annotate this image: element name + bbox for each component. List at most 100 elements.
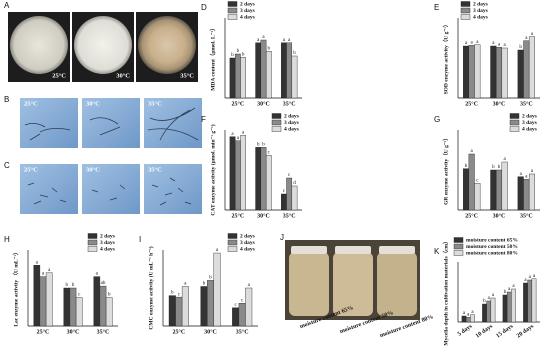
x-tick-label: 25°C: [465, 100, 478, 107]
significance-letter: a: [48, 268, 51, 273]
legend-label: 4 days: [100, 246, 115, 252]
bar: [175, 296, 183, 327]
significance-letter: a: [525, 36, 528, 41]
bar: [468, 45, 475, 99]
significance-letter: a: [492, 293, 495, 298]
bar: [502, 294, 508, 323]
bar: [461, 315, 467, 323]
bar: [240, 135, 246, 211]
significance-letter: a: [96, 272, 99, 277]
x-tick-label: 30°C: [493, 100, 506, 107]
legend-swatch: [87, 239, 98, 246]
legend-label: 2 days: [240, 1, 255, 7]
significance-letter: c: [288, 173, 291, 178]
y-axis-label: GR enzyme activity（U g⁻¹）: [441, 135, 449, 205]
significance-letter: b: [293, 51, 296, 56]
significance-letter: a: [520, 172, 523, 177]
bar: [260, 147, 267, 211]
legend-swatch: [227, 1, 238, 7]
legend-swatch: [453, 243, 464, 250]
significance-letter: a: [184, 282, 187, 287]
x-tick-label: 35°C: [283, 212, 296, 219]
x-tick-label: 35°C: [520, 212, 533, 219]
bar: [506, 291, 512, 323]
significance-letter: ab: [101, 281, 106, 286]
bar: [281, 193, 287, 211]
bar: [39, 276, 47, 327]
x-tick-label: 25°C: [172, 328, 185, 335]
legend-label: 3 days: [522, 120, 537, 126]
legend-label: 4 days: [522, 126, 537, 132]
significance-letter: b: [237, 49, 240, 54]
bar: [291, 55, 298, 99]
significance-letter: a: [288, 38, 291, 43]
significance-letter: a: [242, 130, 245, 135]
significance-letter: c: [178, 292, 181, 297]
bar: [105, 297, 113, 327]
significance-letter: a: [476, 40, 479, 45]
y-axis-label: SOD enzyme activity（U g⁻¹）: [441, 22, 449, 95]
x-tick-label: 35°C: [97, 328, 110, 335]
legend-swatch: [509, 126, 520, 132]
bar: [486, 300, 492, 323]
legend-label: 2 days: [522, 113, 537, 119]
bar: [93, 276, 101, 327]
significance-letter: b: [171, 291, 174, 296]
significance-letter: a: [463, 311, 466, 316]
significance-letter: a: [512, 284, 515, 289]
bar: [468, 153, 475, 211]
significance-letter: b: [72, 283, 75, 288]
significance-letter: a: [465, 41, 468, 46]
panel-label: C: [4, 161, 10, 170]
legend-swatch: [271, 119, 282, 126]
microscope-photos: [20, 164, 202, 214]
legend-label: 2 days: [100, 233, 115, 239]
x-tick-label: 35°C: [236, 328, 249, 335]
significance-letter: a: [531, 169, 534, 174]
legend-swatch: [227, 14, 238, 20]
bar: [523, 40, 530, 99]
bar: [45, 272, 53, 327]
bar: [523, 282, 528, 323]
bar: [234, 53, 241, 99]
significance-letter: b: [231, 53, 234, 58]
bar: [523, 179, 530, 211]
significance-letter: a: [257, 38, 260, 43]
legend-label: 3 days: [240, 8, 255, 14]
bar: [181, 286, 189, 327]
significance-letter: a: [216, 248, 219, 253]
panel-label: I: [139, 235, 141, 244]
legend-swatch: [227, 246, 238, 252]
bar: [495, 47, 503, 99]
legend-swatch: [227, 233, 238, 239]
photo-label: 30°C: [86, 166, 100, 173]
photo-label: 25°C: [52, 72, 66, 79]
y-axis-label: CMC enzyme activity (U mL⁻¹ h⁻¹): [147, 246, 154, 329]
bar: [238, 303, 246, 327]
x-tick-label: 25°C: [231, 212, 244, 219]
bar: [200, 286, 208, 327]
bar: [232, 307, 240, 327]
x-tick-label: 30°C: [257, 212, 270, 219]
bar: [465, 317, 471, 323]
photo-label: 35°C: [180, 72, 194, 79]
significance-letter: a: [504, 157, 507, 162]
bar: [99, 285, 107, 327]
legend-label: 3 days: [240, 240, 255, 246]
significance-letter: b: [268, 46, 271, 51]
x-tick-label: 35°C: [520, 100, 533, 107]
significance-letter: b: [66, 283, 69, 288]
bar: [75, 297, 83, 327]
bar: [474, 44, 481, 99]
significance-letter: b: [108, 293, 111, 298]
bar: [490, 45, 497, 99]
significance-letter: c: [283, 189, 286, 194]
bar: [490, 297, 496, 323]
significance-letter: a: [498, 42, 501, 47]
significance-letter: a: [248, 283, 251, 288]
legend-label: moisture content 50%: [466, 244, 518, 250]
bar: [229, 57, 236, 99]
legend-label: 2 days: [473, 1, 488, 7]
legend-label: 4 days: [284, 126, 299, 132]
